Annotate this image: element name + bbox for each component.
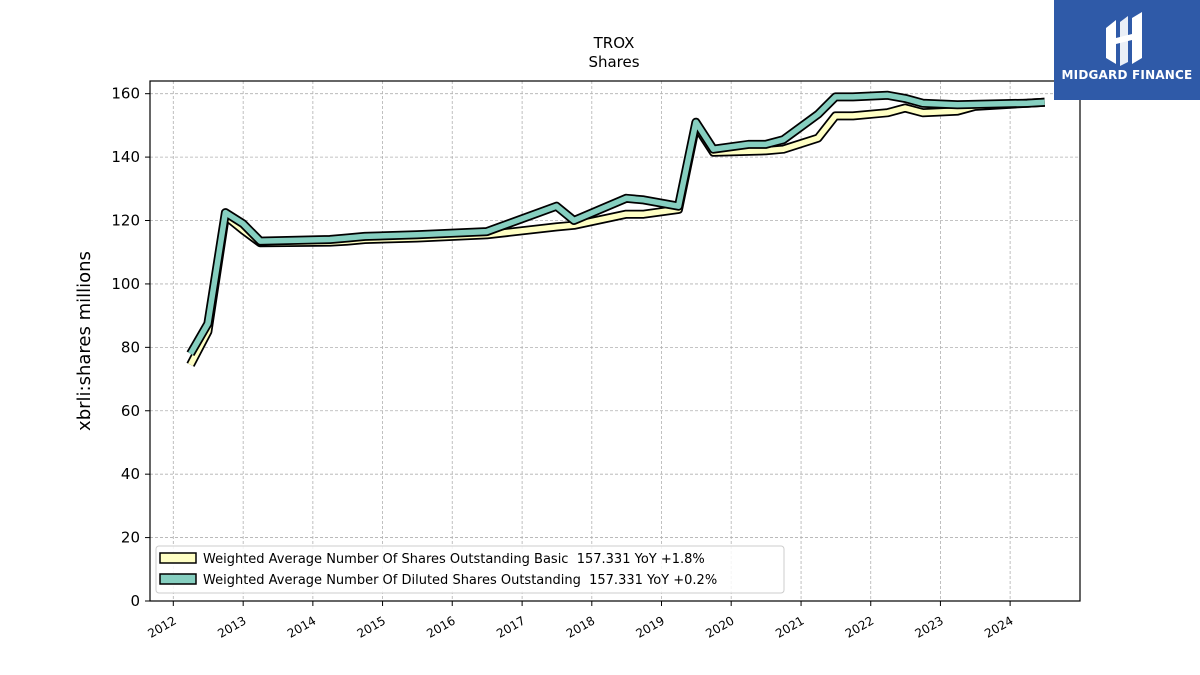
x-ticks: 2012 2013 2014 2015 2016 2017 2018 2019 2020 2021… [145,601,1016,641]
y-tick-label: 80 [121,338,140,356]
y-tick-label: 20 [121,529,140,547]
x-tick-label: 2021 [773,613,806,640]
series-1-outline [186,90,1045,356]
chart-subtitle: Shares [588,53,639,71]
y-tick-label: 140 [111,148,140,166]
y-tick-label: 60 [121,402,140,420]
series-0-line [188,99,1045,367]
legend-box [155,545,785,594]
series-layer [186,90,1045,367]
logo-text: MIDGARD FINANCE [1061,68,1193,82]
legend-label-basic: Weighted Average Number Of Shares Outsta… [203,552,705,567]
y-tick-label: 40 [121,465,140,483]
series-1-line [188,92,1045,356]
plot-frame [149,80,1081,602]
y-tick-label: 160 [111,85,140,103]
x-tick-label: 2015 [355,613,388,640]
x-tick-label: 2022 [843,613,876,640]
y-tick-label: 0 [130,592,140,610]
legend-label-diluted: Weighted Average Number Of Diluted Share… [203,573,717,588]
legend-swatch-basic [159,552,197,564]
logo-mark-icon [1106,12,1142,66]
series-0-outline [186,97,1045,367]
chart-title: TROX [593,34,635,52]
x-tick-label: 2014 [285,613,318,640]
x-tick-label: 2017 [494,613,527,640]
x-tick-label: 2019 [634,613,667,640]
x-tick-label: 2016 [424,613,457,640]
x-tick-label: 2023 [912,613,945,640]
y-ticks: 0 20 40 60 80 100 120 140 160 [111,85,150,610]
legend: Weighted Average Number Of Shares Outsta… [155,545,785,594]
x-tick-label: 2018 [564,613,597,640]
grid [150,81,1080,602]
y-tick-label: 100 [111,275,140,293]
midgard-finance-logo: MIDGARD FINANCE [1054,0,1200,100]
x-tick-label: 2024 [982,613,1015,640]
x-tick-label: 2020 [703,613,736,640]
y-tick-label: 120 [111,212,140,230]
x-tick-label: 2012 [145,613,178,640]
x-tick-label: 2013 [215,613,248,640]
y-axis-label: xbrli:shares millions [74,251,95,431]
legend-swatch-diluted [159,573,197,585]
